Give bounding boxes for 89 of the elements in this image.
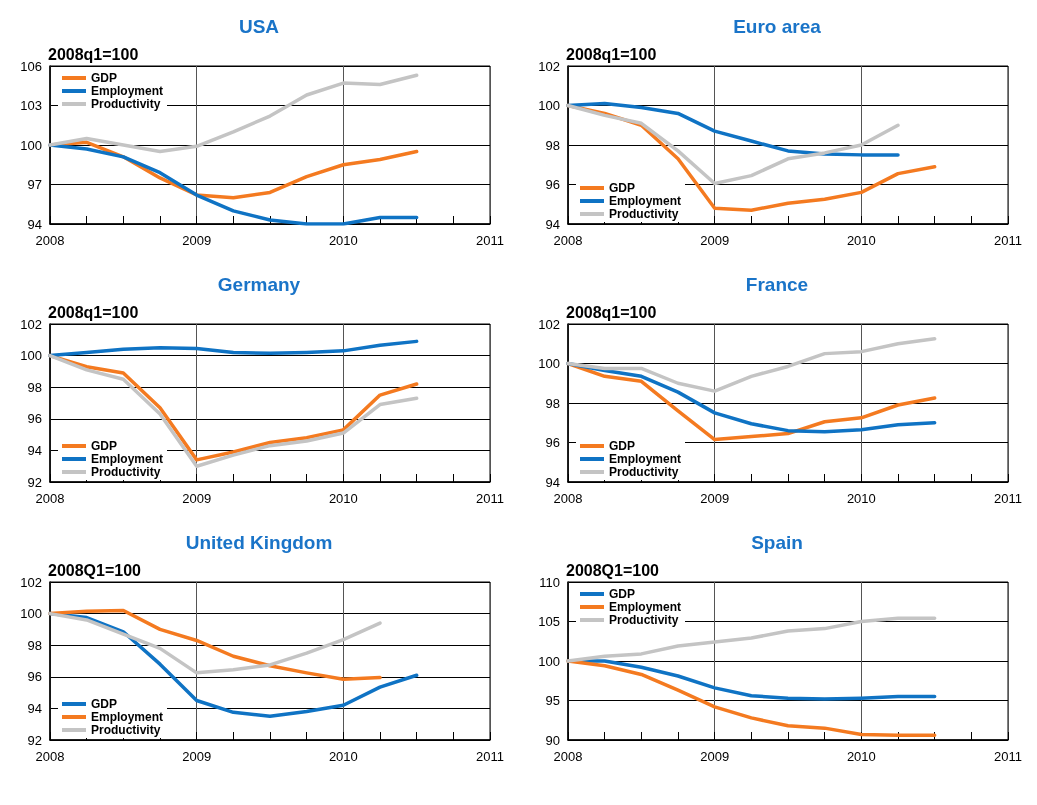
- legend-label: GDP: [91, 697, 118, 711]
- y-tick-label: 97: [27, 177, 42, 192]
- x-tick-label: 2009: [700, 491, 730, 506]
- legend-label: Employment: [91, 84, 164, 98]
- chart-title: United Kingdom: [185, 532, 333, 553]
- y-tick-label: 94: [27, 442, 42, 458]
- x-tick-label: 2010: [846, 233, 876, 248]
- x-tick-label: 2008: [35, 233, 65, 248]
- legend-label: Productivity: [91, 723, 161, 737]
- y-tick-label: 100: [20, 606, 42, 622]
- y-tick-label: 100: [20, 137, 42, 153]
- legend-label: Employment: [609, 600, 682, 614]
- y-tick-label: 102: [20, 574, 42, 590]
- x-tick-label: 2011: [476, 491, 504, 506]
- y-axis-title: 2008q1=100: [48, 303, 139, 321]
- y-tick-label: 96: [27, 669, 42, 685]
- y-axis-title: 2008q1=100: [48, 45, 139, 63]
- y-axis-title: 2008Q1=100: [48, 561, 142, 579]
- y-tick-label: 94: [545, 474, 560, 490]
- x-tick-label: 2009: [182, 491, 212, 506]
- chart-title: Germany: [217, 274, 301, 295]
- y-tick-label: 98: [27, 379, 42, 395]
- x-tick-label: 2010: [328, 233, 358, 248]
- legend-label: Productivity: [91, 465, 161, 479]
- y-tick-label: 95: [545, 693, 560, 708]
- x-tick-label: 2009: [182, 749, 212, 764]
- x-tick-label: 2010: [328, 749, 358, 764]
- y-tick-label: 92: [27, 732, 42, 748]
- legend-label: Employment: [609, 194, 682, 208]
- legend-label: Productivity: [609, 465, 679, 479]
- y-tick-label: 100: [538, 356, 560, 371]
- legend-label: GDP: [91, 439, 118, 453]
- y-tick-label: 100: [20, 348, 42, 364]
- legend-label: Employment: [609, 452, 682, 466]
- x-tick-label: 2011: [476, 233, 504, 248]
- x-tick-label: 2008: [553, 491, 583, 506]
- y-tick-label: 106: [20, 58, 42, 74]
- legend-label: Employment: [91, 710, 164, 724]
- y-tick-label: 98: [545, 137, 560, 153]
- y-tick-label: 90: [545, 732, 560, 748]
- y-tick-label: 92: [27, 474, 42, 490]
- x-tick-label: 2010: [846, 749, 876, 764]
- x-tick-label: 2011: [994, 749, 1022, 764]
- x-tick-label: 2008: [35, 491, 65, 506]
- y-tick-label: 103: [20, 98, 42, 113]
- x-tick-label: 2009: [700, 233, 730, 248]
- y-tick-label: 94: [27, 216, 42, 232]
- y-tick-label: 102: [538, 316, 560, 332]
- y-tick-label: 100: [538, 653, 560, 669]
- y-axis-title: 2008q1=100: [566, 45, 657, 63]
- line-series: [566, 616, 937, 663]
- y-tick-label: 102: [20, 316, 42, 332]
- y-tick-label: 96: [545, 177, 560, 192]
- legend-label: GDP: [609, 587, 636, 601]
- legend-label: GDP: [609, 439, 636, 453]
- legend-label: GDP: [91, 71, 118, 85]
- legend-label: Employment: [91, 452, 164, 466]
- line-series: [48, 73, 419, 154]
- x-tick-label: 2008: [35, 749, 65, 764]
- y-tick-label: 98: [27, 637, 42, 653]
- x-tick-label: 2010: [846, 491, 876, 506]
- y-tick-label: 100: [538, 98, 560, 113]
- y-tick-label: 102: [538, 58, 560, 74]
- legend-label: GDP: [609, 181, 636, 195]
- y-tick-label: 110: [539, 574, 560, 590]
- x-tick-label: 2009: [700, 749, 730, 764]
- x-tick-label: 2011: [994, 233, 1022, 248]
- x-tick-label: 2011: [476, 749, 504, 764]
- x-tick-label: 2009: [182, 233, 212, 248]
- legend-label: Productivity: [91, 97, 161, 111]
- legend-label: Productivity: [609, 207, 679, 221]
- chart-title: Euro area: [733, 16, 822, 37]
- y-tick-label: 96: [545, 435, 560, 450]
- y-tick-label: 94: [545, 216, 560, 232]
- y-axis-title: 2008Q1=100: [566, 561, 660, 579]
- x-tick-label: 2008: [553, 233, 583, 248]
- x-tick-label: 2008: [553, 749, 583, 764]
- y-axis-title: 2008q1=100: [566, 303, 657, 321]
- y-tick-label: 105: [538, 614, 560, 629]
- legend-label: Productivity: [609, 613, 679, 627]
- y-tick-label: 94: [27, 700, 42, 716]
- chart-title: France: [745, 274, 809, 295]
- chart-title: Spain: [751, 532, 803, 553]
- x-tick-label: 2010: [328, 491, 358, 506]
- y-tick-label: 96: [27, 411, 42, 427]
- chart-title: USA: [238, 16, 280, 37]
- line-series: [566, 337, 937, 393]
- x-tick-label: 2011: [994, 491, 1022, 506]
- y-tick-label: 98: [545, 395, 560, 411]
